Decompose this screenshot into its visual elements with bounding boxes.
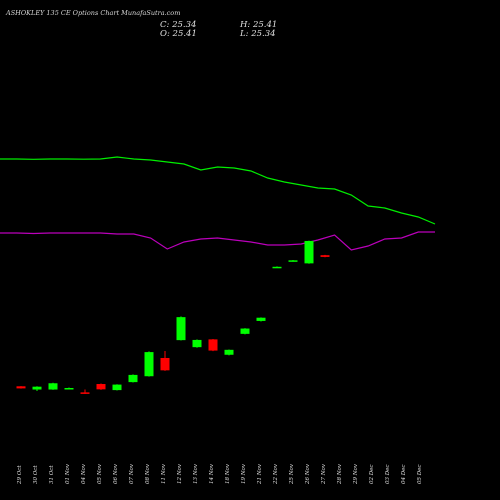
chart-title: ASHOKLEY 135 CE Options Chart MunafaSutr… bbox=[6, 9, 181, 17]
x-tick-label: 03 Dec bbox=[385, 465, 391, 485]
candle-body bbox=[288, 260, 298, 262]
x-axis-labels: 29 Oct 30 Oct 31 Oct 01 Nov 04 Nov 05 Nov 06 N… bbox=[17, 463, 423, 485]
candle-body bbox=[48, 383, 58, 390]
x-tick-label: 05 Dec bbox=[417, 465, 423, 485]
candle bbox=[160, 350, 170, 371]
x-tick-label: 21 Nov bbox=[257, 463, 263, 485]
x-tick-label: 05 Nov bbox=[97, 463, 103, 484]
candle-body bbox=[304, 240, 314, 264]
open-value: O: 25.41 bbox=[160, 29, 197, 39]
candle bbox=[320, 254, 330, 258]
x-tick-label: 04 Nov bbox=[81, 463, 87, 484]
candle-body bbox=[320, 255, 330, 257]
x-tick-label: 02 Dec bbox=[369, 465, 375, 485]
candle-body bbox=[192, 339, 202, 348]
candles-group bbox=[16, 240, 330, 394]
x-tick-label: 04 Dec bbox=[401, 465, 407, 485]
candle bbox=[112, 384, 122, 391]
low-value: L: 25.34 bbox=[240, 29, 276, 39]
candle bbox=[272, 266, 282, 269]
x-tick-label: 19 Nov bbox=[241, 463, 247, 484]
x-tick-label: 25 Nov bbox=[289, 463, 295, 485]
candle-body bbox=[96, 384, 106, 390]
x-tick-label: 11 Nov bbox=[161, 463, 167, 484]
close-value: C: 25.34 bbox=[160, 20, 197, 30]
x-tick-label: 30 Oct bbox=[33, 465, 39, 484]
candle bbox=[48, 382, 58, 390]
candle bbox=[96, 383, 106, 390]
upper-line bbox=[0, 156, 436, 225]
candle bbox=[224, 349, 234, 356]
candle bbox=[256, 317, 266, 322]
lower-line bbox=[0, 231, 435, 251]
candle-body bbox=[160, 357, 170, 371]
candle bbox=[32, 386, 42, 392]
candle-body bbox=[208, 339, 218, 351]
x-tick-label: 31 Oct bbox=[49, 465, 55, 484]
candle bbox=[240, 328, 250, 335]
x-tick-label: 22 Nov bbox=[273, 463, 279, 485]
candle-body bbox=[176, 317, 186, 341]
candle bbox=[64, 387, 74, 390]
candle-body bbox=[224, 349, 234, 355]
candle bbox=[288, 259, 298, 262]
candle-body bbox=[240, 328, 250, 334]
x-tick-label: 29 Oct bbox=[17, 465, 23, 485]
x-tick-label: 29 Nov bbox=[353, 463, 359, 485]
candle-body bbox=[272, 266, 282, 269]
candle bbox=[144, 351, 154, 377]
candle bbox=[80, 389, 90, 394]
candle bbox=[176, 316, 186, 341]
x-tick-label: 28 Nov bbox=[337, 463, 343, 485]
candle-body bbox=[112, 384, 122, 391]
x-tick-label: 08 Nov bbox=[145, 463, 151, 484]
x-tick-label: 27 Nov bbox=[321, 463, 327, 485]
candle-body bbox=[32, 386, 42, 390]
candle-body bbox=[64, 388, 74, 390]
x-tick-label: 06 Nov bbox=[113, 463, 119, 484]
x-tick-label: 18 Nov bbox=[225, 463, 231, 484]
candle bbox=[208, 338, 218, 352]
candle-body bbox=[80, 392, 90, 394]
candle-body bbox=[16, 386, 26, 389]
candle bbox=[16, 386, 26, 389]
candle bbox=[128, 374, 138, 383]
x-tick-label: 13 Nov bbox=[193, 463, 199, 484]
x-tick-label: 26 Nov bbox=[305, 463, 311, 485]
high-value: H: 25.41 bbox=[240, 20, 278, 30]
candle-body bbox=[256, 317, 266, 321]
indicator-lines bbox=[0, 156, 436, 251]
candle bbox=[192, 339, 202, 348]
candle bbox=[304, 240, 314, 264]
x-tick-label: 07 Nov bbox=[129, 463, 135, 484]
candle-body bbox=[144, 352, 154, 377]
candle-body bbox=[128, 374, 138, 383]
x-tick-label: 12 Nov bbox=[177, 463, 183, 484]
x-tick-label: 14 Nov bbox=[209, 463, 215, 484]
x-tick-label: 01 Nov bbox=[65, 463, 71, 484]
